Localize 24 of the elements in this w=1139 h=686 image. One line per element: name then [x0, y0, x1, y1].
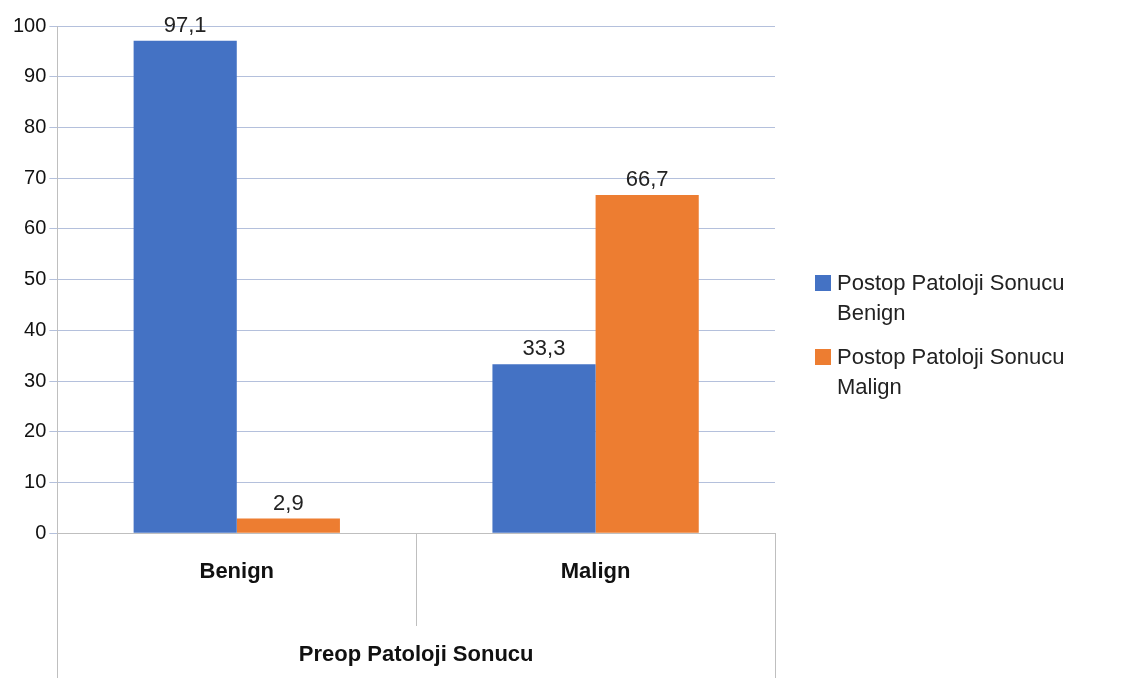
- y-tick-label: 90: [24, 64, 47, 87]
- y-tick-label: 40: [24, 317, 47, 340]
- y-tick-label: 0: [35, 520, 47, 543]
- bar: [492, 364, 596, 533]
- x-axis-title: Preop Patoloji Sonucu: [298, 640, 534, 666]
- y-tick-label: 100: [12, 13, 47, 36]
- x-tick-label: Malign: [560, 558, 631, 584]
- y-tick-label: 20: [24, 419, 47, 442]
- y-tick-label: 70: [24, 165, 47, 188]
- bar: [236, 518, 340, 533]
- legend-label: Postop Patoloji Sonucu Malign: [837, 343, 1066, 401]
- data-label: 97,1: [163, 11, 207, 37]
- y-tick-label: 30: [24, 368, 47, 391]
- legend-label: Postop Patoloji Sonucu Benign: [837, 269, 1066, 327]
- bar: [595, 194, 699, 533]
- data-label: 33,3: [522, 335, 566, 361]
- y-tick-label: 10: [24, 470, 47, 492]
- y-tick-label: 80: [24, 114, 47, 137]
- data-label: 66,7: [625, 165, 669, 191]
- y-tick-label: 50: [24, 267, 47, 290]
- bar: [133, 40, 237, 533]
- data-label: 2,9: [273, 489, 304, 515]
- x-tick-label: Benign: [199, 558, 275, 584]
- y-tick-label: 60: [24, 216, 47, 239]
